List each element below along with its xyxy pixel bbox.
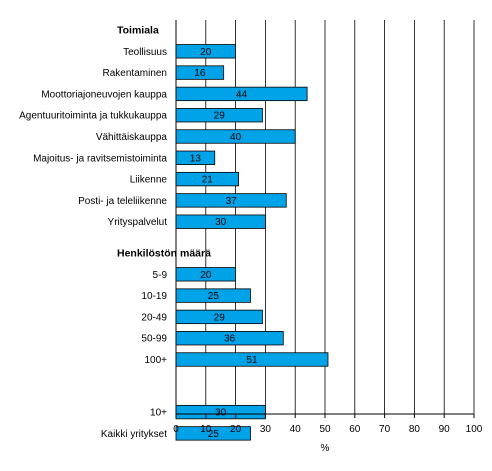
bar-value-label: 25 — [208, 429, 220, 440]
x-tick-label: 40 — [290, 424, 302, 435]
category-label: 50-99 — [141, 334, 167, 345]
category-label: Agentuuritoiminta ja tukkukauppa — [19, 111, 167, 122]
category-label: Majoitus- ja ravitsemistoiminta — [33, 153, 167, 164]
bar-value-label: 51 — [246, 355, 258, 366]
group-title: Henkilöstön määrä — [117, 248, 211, 260]
group-title: Toimiala — [117, 25, 159, 37]
bar-value-label: 40 — [230, 132, 242, 143]
gridlines — [205, 20, 475, 414]
x-axis-title: % — [321, 443, 330, 454]
category-label: Kaikki yritykset — [101, 429, 167, 440]
category-label: 100+ — [144, 355, 167, 366]
bar-value-label: 20 — [200, 47, 212, 58]
bar-value-label: 20 — [200, 270, 212, 281]
category-label: Rakentaminen — [103, 68, 167, 79]
category-label: 10+ — [150, 408, 167, 419]
category-label: Vähittäiskauppa — [96, 132, 168, 143]
bar-value-label: 29 — [214, 312, 226, 323]
bar-value-label: 13 — [190, 153, 202, 164]
bar-value-label: 30 — [215, 217, 227, 228]
category-label: Liikenne — [130, 175, 168, 186]
category-label: 20-49 — [141, 312, 167, 323]
category-label: Yrityspalvelut — [108, 217, 168, 228]
bar-value-label: 44 — [236, 89, 248, 100]
x-tick-label: 80 — [409, 424, 421, 435]
x-tick-label: 60 — [349, 424, 361, 435]
bar-value-label: 25 — [208, 291, 220, 302]
x-tick-label: 50 — [319, 424, 331, 435]
category-label: Moottoriajoneuvojen kauppa — [41, 89, 167, 100]
x-tick-label: 30 — [260, 424, 272, 435]
x-axis: 0 10 20 30 40 50 60 70 80 90 100 — [173, 20, 483, 435]
bar-value-label: 37 — [226, 196, 238, 207]
x-tick-label: 90 — [439, 424, 451, 435]
x-tick-label: 0 — [173, 424, 179, 435]
category-label: 5-9 — [153, 270, 168, 281]
category-label: 10-19 — [141, 291, 167, 302]
bar-value-label: 29 — [214, 111, 226, 122]
x-tick-label: 70 — [379, 424, 391, 435]
bar-value-label: 36 — [224, 334, 236, 345]
x-tick-label: 10 — [200, 424, 212, 435]
bar — [175, 426, 251, 441]
bar-value-label: 16 — [194, 68, 206, 79]
bar-value-label: 30 — [215, 408, 227, 419]
category-labels: Toimiala Teollisuus Rakentaminen Moottoriaj… — [19, 25, 211, 440]
x-tick-label: 20 — [230, 424, 242, 435]
category-label: Teollisuus — [123, 47, 167, 58]
x-tick-label: 100 — [466, 424, 483, 435]
bar-value-label: 21 — [202, 175, 214, 186]
category-label: Posti- ja teleliikenne — [78, 196, 167, 207]
